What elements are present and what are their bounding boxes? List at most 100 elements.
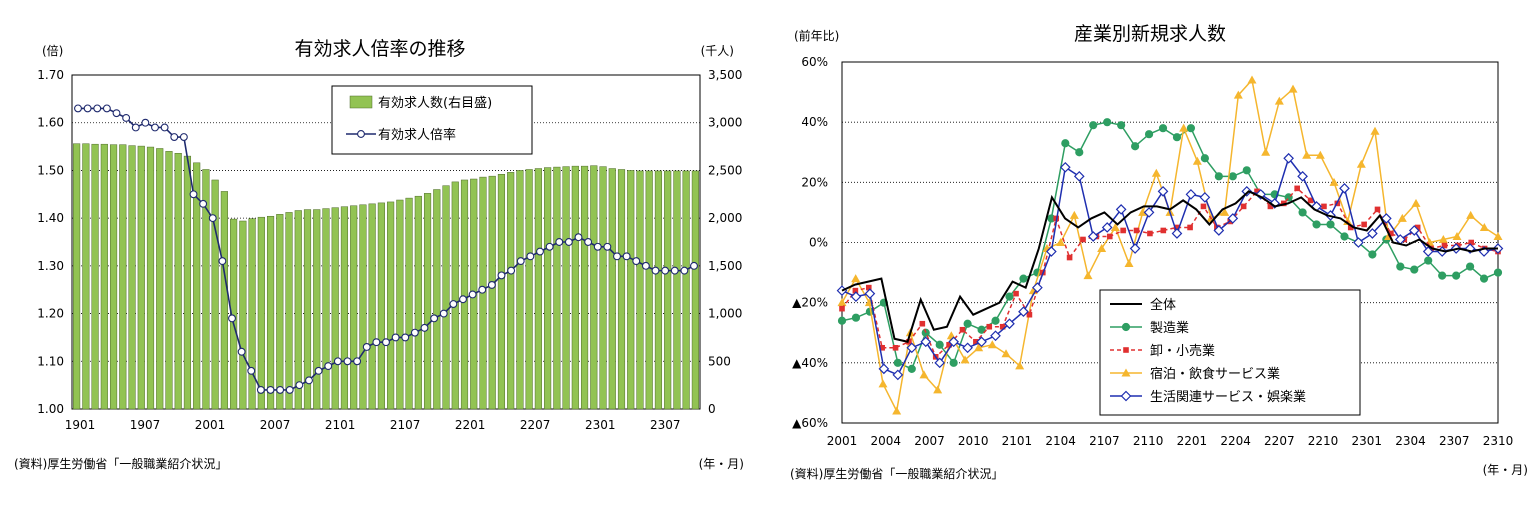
left-x-tick-label: 2101 xyxy=(325,418,356,432)
openings-bar xyxy=(682,170,690,410)
point-square xyxy=(865,284,872,291)
point-square xyxy=(1160,227,1167,234)
left-plot-area: 1.70 1.60 1.50 1.40 1.30 1.20 1.10 1.00 3,500 3,0… xyxy=(37,68,742,432)
left-x-tick-label: 2001 xyxy=(195,418,226,432)
left-x-tick-label: 2301 xyxy=(585,418,616,432)
point-diamond xyxy=(1032,282,1043,293)
point-square xyxy=(986,323,993,330)
point-circle xyxy=(1465,262,1475,271)
ratio-point xyxy=(593,242,602,251)
openings-bar xyxy=(119,144,127,410)
point-square xyxy=(1267,203,1274,210)
right-x-tick-label: 2304 xyxy=(1395,434,1426,448)
point-square xyxy=(1240,203,1247,210)
ratio-point xyxy=(420,323,429,332)
ratio-point xyxy=(353,357,362,366)
point-triangle xyxy=(919,370,929,379)
point-diamond xyxy=(1018,306,1029,318)
point-circle xyxy=(1075,148,1084,157)
point-diamond xyxy=(1199,192,1211,203)
right-x-tick-label: 2101 xyxy=(1002,434,1033,448)
point-diamond xyxy=(1283,152,1294,164)
ratio-point xyxy=(151,123,159,132)
left-chart-x-unit: (年・月) xyxy=(699,457,744,471)
point-square xyxy=(1123,347,1129,353)
point-square xyxy=(1294,185,1300,192)
point-circle xyxy=(1061,139,1070,148)
point-circle xyxy=(1019,274,1028,283)
right-chart-title: 産業別新規求人数 xyxy=(1074,23,1226,45)
right-legend xyxy=(1099,289,1361,416)
right-y-tick-label: 500 xyxy=(708,354,731,368)
right-x-tick-label: 2210 xyxy=(1308,434,1339,448)
ratio-point xyxy=(93,104,102,113)
legend-label: 宿泊・飲食サービス業 xyxy=(1150,366,1280,382)
point-circle xyxy=(1089,121,1098,130)
point-square xyxy=(1441,242,1448,249)
point-diamond xyxy=(1380,213,1392,224)
right-x-tick-label: 2307 xyxy=(1439,434,1470,448)
right-x-tick-label: 2107 xyxy=(1089,434,1120,448)
left-y-tick-label: 1.30 xyxy=(37,259,64,273)
ratio-point xyxy=(555,238,564,246)
point-circle xyxy=(1121,322,1131,332)
openings-bar xyxy=(488,175,496,410)
point-triangle xyxy=(1370,126,1380,135)
point-diamond xyxy=(1004,318,1015,330)
ratio-point xyxy=(487,280,496,289)
point-triangle xyxy=(1329,177,1339,186)
ratio-point xyxy=(497,271,506,280)
left-y-axis-unit: (倍) xyxy=(42,43,63,58)
ratio-point xyxy=(536,247,544,256)
point-circle xyxy=(1214,172,1223,181)
point-square xyxy=(1414,224,1421,231)
point-diamond xyxy=(1101,222,1113,233)
point-circle xyxy=(1396,262,1405,271)
ratio-point xyxy=(545,242,554,251)
point-triangle xyxy=(1138,207,1148,216)
ratio-point xyxy=(613,252,621,261)
right-y-tick-label: 60% xyxy=(801,55,828,69)
point-diamond xyxy=(1185,189,1197,200)
right-y-tick-label: 40% xyxy=(801,115,828,129)
openings-bar xyxy=(73,143,81,410)
point-circle xyxy=(1340,232,1349,241)
series-line xyxy=(841,190,1498,343)
point-triangle xyxy=(1411,198,1421,207)
point-square xyxy=(946,341,952,348)
point-triangle xyxy=(1479,222,1489,231)
point-circle xyxy=(907,364,916,373)
right-x-tick-label: 2110 xyxy=(1133,434,1164,448)
ratio-point xyxy=(651,266,660,275)
ratio-point xyxy=(305,376,313,385)
openings-bar xyxy=(664,170,672,410)
point-square xyxy=(1026,311,1033,318)
openings-bar xyxy=(534,168,542,410)
right-x-tick-label: 2007 xyxy=(914,434,945,448)
openings-bar xyxy=(128,145,136,410)
point-triangle xyxy=(1247,75,1257,84)
right-y-tick-label: 0 xyxy=(708,402,716,416)
point-square xyxy=(879,344,885,351)
openings-bar xyxy=(248,218,256,410)
point-diamond xyxy=(1353,237,1364,248)
openings-bar xyxy=(442,185,450,410)
right-plot-area: 60% 40% 20% 0% ▲20% ▲40% ▲60% 2001 2004 2007 2010 2… xyxy=(792,55,1513,448)
point-square xyxy=(892,344,899,351)
point-circle xyxy=(837,316,847,325)
point-circle xyxy=(851,313,861,322)
point-circle xyxy=(977,325,986,334)
ratio-point xyxy=(661,266,670,275)
right-y-tick-label: 0% xyxy=(809,236,828,250)
point-diamond xyxy=(1171,228,1183,239)
point-triangle xyxy=(1151,168,1161,177)
point-diamond xyxy=(892,369,904,381)
ratio-point xyxy=(218,257,227,266)
left-y-tick-label: 1.20 xyxy=(37,307,64,321)
openings-bar xyxy=(497,173,506,410)
job-openings-ratio-chart-svg: 有効求人倍率の推移 (倍) (千人) (資料)厚生労働省「一般職業紹介状況」 (… xyxy=(14,38,744,471)
point-triangle xyxy=(892,406,902,415)
point-diamond xyxy=(1046,246,1057,257)
point-circle xyxy=(1312,220,1321,229)
openings-bar xyxy=(654,170,663,410)
